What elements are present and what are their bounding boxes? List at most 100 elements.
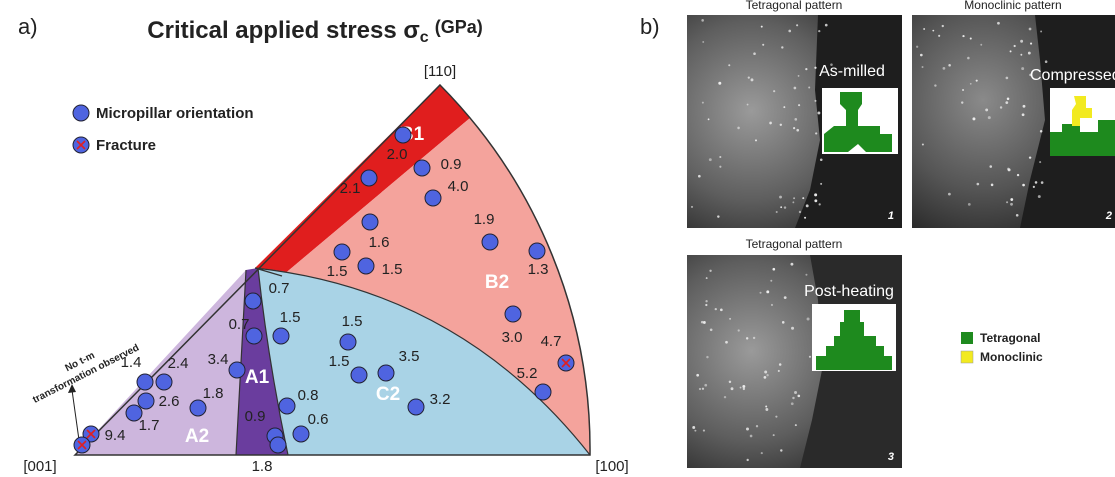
orientation-marker [137, 374, 153, 390]
spot [706, 356, 708, 358]
legend-label: Monoclinic [980, 350, 1043, 364]
spot [778, 370, 780, 372]
spot [809, 356, 811, 358]
pole-label: [110] [424, 63, 456, 80]
spot [791, 327, 794, 330]
spot [1017, 174, 1019, 176]
point-label: 0.8 [298, 387, 319, 404]
spot [751, 78, 754, 81]
orientation-marker [293, 426, 309, 442]
spot [989, 165, 992, 168]
point-label: 4.0 [448, 178, 469, 195]
spot [775, 416, 777, 418]
spot [702, 102, 704, 104]
image-number: 1 [888, 210, 894, 222]
boundary-label: 1.8 [252, 458, 273, 475]
spot [1007, 98, 1010, 101]
legend-label: Tetragonal [980, 331, 1040, 345]
spot [755, 139, 757, 141]
spot [776, 211, 778, 213]
spot [747, 459, 749, 461]
spot [694, 430, 696, 432]
point-label: 1.6 [369, 234, 390, 251]
spot [756, 425, 758, 427]
state-label: Compressed [1030, 67, 1115, 84]
spot [750, 435, 753, 438]
spot [766, 290, 769, 293]
point-label: 2.4 [168, 355, 189, 372]
spot [794, 391, 797, 394]
spot [1029, 28, 1032, 31]
point-label: 1.5 [327, 263, 348, 280]
orientation-marker [378, 365, 394, 381]
spot [1000, 106, 1002, 108]
spot [765, 406, 767, 408]
spot [814, 193, 817, 196]
spot [791, 402, 794, 405]
region-label: C2 [376, 384, 400, 405]
orientation-marker [229, 362, 245, 378]
spot [709, 158, 712, 161]
spot [753, 52, 756, 55]
spot [805, 68, 807, 70]
point-label: 2.1 [340, 180, 361, 197]
figure: a) Critical applied stress σc(GPa) [110]… [0, 0, 1115, 477]
point-label: 1.9 [474, 211, 495, 228]
spot [764, 371, 767, 374]
spot [967, 57, 970, 60]
spot [796, 129, 799, 132]
spot [780, 124, 782, 126]
legend-swatch [961, 332, 973, 344]
spot [703, 430, 705, 432]
spot [710, 328, 713, 331]
image-title: Tetragonal pattern [746, 237, 843, 251]
spot [962, 89, 964, 91]
spot [781, 46, 783, 48]
spot [972, 117, 975, 120]
spot [1010, 198, 1013, 201]
point-label: 1.7 [139, 417, 160, 434]
spot [922, 66, 924, 68]
orientation-marker [535, 384, 551, 400]
pole-label: [100] [595, 458, 628, 475]
spot [746, 427, 749, 430]
spot [798, 104, 800, 106]
spot [783, 106, 785, 108]
spot [1014, 45, 1016, 47]
point-label: 0.9 [245, 408, 266, 425]
point-label: 0.7 [229, 316, 250, 333]
spot [719, 166, 721, 168]
state-label: As-milled [819, 63, 885, 80]
orientation-marker [425, 190, 441, 206]
spot [976, 80, 978, 82]
spot [943, 67, 946, 70]
phase-legend: Tetragonal Monoclinic [961, 331, 1043, 364]
spot [728, 64, 730, 66]
spot [817, 112, 820, 115]
spot [704, 384, 707, 387]
spot [761, 452, 763, 454]
title-unit: (GPa) [435, 17, 483, 37]
spot [796, 24, 798, 26]
spot [970, 38, 972, 40]
spot [804, 217, 806, 219]
spot [708, 118, 710, 120]
spot [802, 197, 804, 199]
spot [706, 277, 708, 279]
legend-marker [73, 105, 89, 121]
spot [988, 116, 991, 119]
spot [820, 183, 822, 185]
orientation-marker [351, 367, 367, 383]
spot [691, 206, 693, 208]
spot [814, 100, 816, 102]
spot [764, 376, 767, 379]
legend: Micropillar orientation Fracture [73, 105, 254, 154]
spot [725, 341, 728, 344]
point-label: 3.4 [208, 351, 229, 368]
point-label: 1.5 [342, 313, 363, 330]
spot [1022, 184, 1025, 187]
orientation-marker [138, 393, 154, 409]
spot [1016, 214, 1019, 217]
spot [793, 197, 795, 199]
spot [769, 122, 772, 125]
